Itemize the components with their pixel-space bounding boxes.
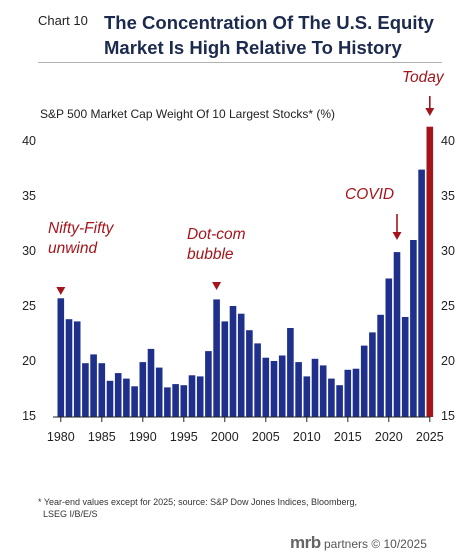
bar-1995 (180, 385, 188, 417)
x-tick-label-2020: 2020 (375, 430, 403, 444)
bar-2021 (393, 252, 401, 417)
chart-number: Chart 10 (38, 13, 88, 28)
bar-1999 (213, 299, 220, 417)
annotation-today-line-1: Today (402, 69, 445, 86)
y-tick-label-right-35: 35 (441, 189, 455, 203)
bar-1997 (196, 376, 204, 417)
y-tick-label-left-35: 35 (22, 189, 36, 203)
annotation-arrow-head-2025 (425, 108, 435, 116)
bar-2016 (352, 368, 360, 417)
chart-title: The Concentration Of The U.S. Equity Mar… (104, 10, 434, 60)
chart-title-line-2: Market Is High Relative To History (104, 37, 402, 58)
bar-2020 (385, 278, 393, 417)
y-tick-label-right-15: 15 (441, 409, 455, 423)
y-tick-label-left-20: 20 (22, 354, 36, 368)
annotation-nifty-fifty-unwind-line-1: Nifty-Fifty (48, 220, 115, 237)
bar-2001 (229, 306, 237, 417)
bar-2010 (303, 376, 311, 417)
x-tick-label-1990: 1990 (129, 430, 157, 444)
bar-1989 (131, 386, 138, 417)
bar-1998 (205, 351, 212, 417)
annotation-arrow-head-2021 (392, 232, 402, 240)
y-tick-label-left-25: 25 (22, 299, 36, 313)
bar-2014 (336, 385, 343, 417)
x-tick-label-2010: 2010 (293, 430, 321, 444)
y-tick-label-left-15: 15 (22, 409, 36, 423)
annotation-nifty-fifty-unwind-line-2: unwind (48, 240, 98, 257)
y-tick-label-right-30: 30 (441, 244, 455, 258)
title-divider (38, 62, 442, 63)
bar-1988 (123, 378, 130, 417)
chart-title-line-1: The Concentration Of The U.S. Equity (104, 12, 434, 33)
bar-1983 (82, 363, 89, 417)
x-tick-label-2000: 2000 (211, 430, 239, 444)
x-tick-label-2025: 2025 (416, 430, 444, 444)
annotation-covid-line-1: COVID (345, 186, 394, 203)
annotation-dot-com-bubble-line-2: bubble (187, 246, 234, 263)
bar-1980 (57, 298, 65, 417)
bar-2005 (262, 357, 270, 417)
bar-1986 (106, 380, 114, 417)
x-tick-label-1985: 1985 (88, 430, 116, 444)
bar-2022 (401, 317, 409, 417)
annotation-arrow-head-1999 (212, 282, 222, 290)
bar-2003 (246, 330, 253, 417)
bar-1991 (147, 348, 155, 417)
x-tick-label-2015: 2015 (334, 430, 362, 444)
annotation-arrow-head-1980 (56, 287, 66, 295)
y-tick-label-left-30: 30 (22, 244, 36, 258)
bar-1996 (188, 375, 196, 417)
footnote-line-2: LSEG I/B/E/S (43, 509, 98, 519)
bar-1981 (65, 319, 73, 417)
bar-2004 (254, 343, 261, 417)
y-tick-label-left-40: 40 (22, 134, 36, 148)
y-axis-label: S&P 500 Market Cap Weight Of 10 Largest … (40, 107, 336, 121)
footnote: * Year-end values except for 2025; sourc… (38, 496, 448, 520)
bar-2024 (418, 169, 425, 417)
y-tick-label-right-25: 25 (441, 299, 455, 313)
bar-2011 (311, 358, 319, 417)
x-tick-label-2005: 2005 (252, 430, 280, 444)
bar-1994 (172, 384, 179, 417)
annotation-dot-com-bubble-line-1: Dot-com (187, 226, 246, 243)
bar-2019 (377, 314, 384, 417)
bar-1982 (73, 321, 81, 417)
bar-2018 (369, 332, 376, 417)
x-tick-label-1980: 1980 (47, 430, 75, 444)
bar-1992 (155, 367, 163, 417)
bar-2017 (360, 345, 368, 417)
y-tick-label-right-40: 40 (441, 134, 455, 148)
bar-2013 (328, 378, 335, 417)
bar-2023 (410, 240, 417, 417)
bar-2025 (426, 126, 434, 417)
bar-2000 (221, 321, 229, 417)
bar-1987 (114, 373, 122, 417)
brand-suffix: partners © 10/2025 (323, 537, 427, 551)
bar-2008 (287, 328, 294, 417)
bar-2007 (278, 355, 286, 417)
bar-2009 (295, 362, 302, 417)
brand-logo: mrb partners © 10/2025 (290, 533, 427, 553)
x-tick-label-1995: 1995 (170, 430, 198, 444)
bar-1984 (90, 354, 97, 417)
bar-1990 (139, 362, 147, 417)
bar-2015 (344, 369, 352, 417)
bar-2006 (270, 361, 278, 417)
bar-1993 (164, 387, 171, 417)
bar-2002 (237, 313, 245, 417)
footnote-line-1: * Year-end values except for 2025; sourc… (38, 497, 358, 507)
y-tick-label-right-20: 20 (441, 354, 455, 368)
bar-2012 (319, 365, 327, 417)
brand-name: mrb (290, 533, 321, 552)
bar-1985 (98, 363, 106, 417)
